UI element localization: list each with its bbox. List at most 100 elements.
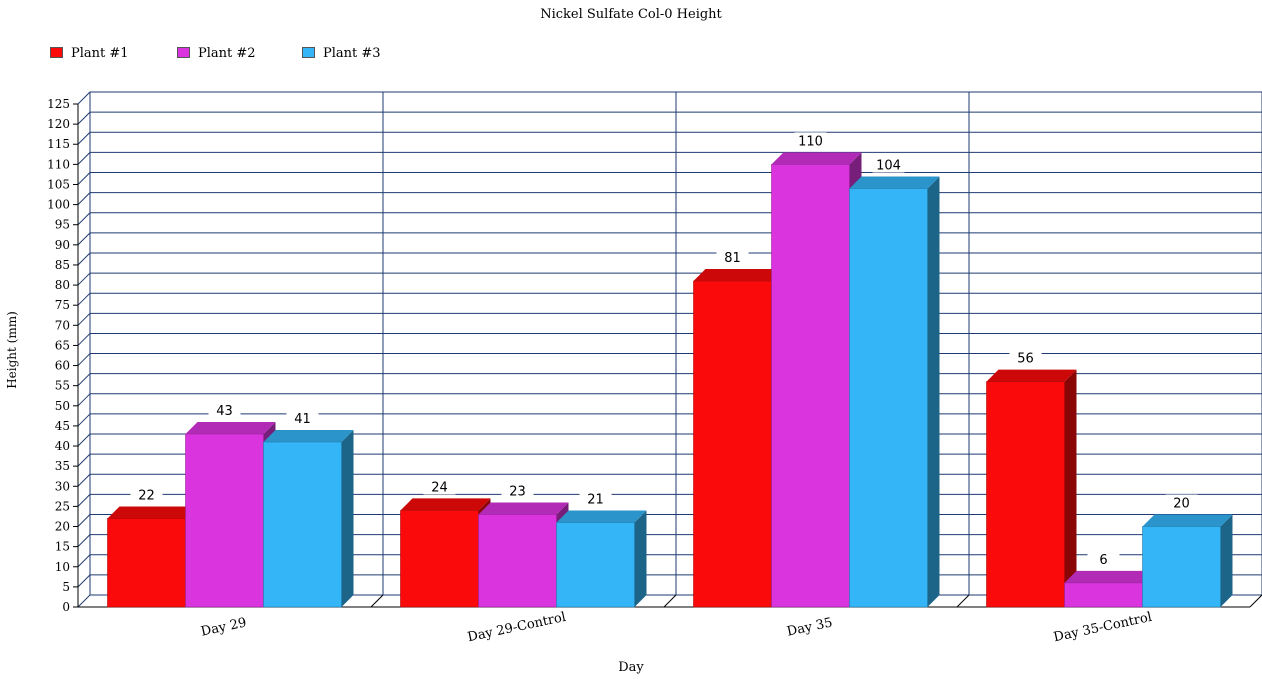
- side-wall-gridline: [77, 292, 91, 306]
- bar: [1064, 582, 1143, 608]
- bar-top: [263, 430, 354, 443]
- data-label-bg: [872, 156, 905, 173]
- y-tick-label: 5: [62, 580, 70, 594]
- y-tick-label: 60: [55, 359, 70, 373]
- data-label: 56: [1017, 352, 1034, 367]
- y-tick-label: 30: [55, 479, 70, 493]
- floor-edge: [1249, 594, 1262, 608]
- category-floor-divider: [956, 594, 970, 608]
- bar-side: [1220, 514, 1233, 607]
- data-label-bg: [286, 410, 319, 427]
- bar-top: [986, 369, 1077, 382]
- side-wall-gridline: [77, 91, 91, 105]
- legend-swatch-plant-2: [177, 47, 190, 58]
- data-label: 22: [138, 488, 155, 503]
- y-tick-label: 0: [62, 600, 70, 614]
- side-wall-gridline: [77, 353, 91, 366]
- data-label-bg: [716, 249, 749, 266]
- bar-top: [1064, 570, 1155, 583]
- data-label-bg: [501, 482, 534, 499]
- bar-side: [927, 176, 940, 607]
- y-tick-label: 80: [55, 278, 70, 292]
- side-wall-gridline: [77, 312, 91, 326]
- data-label: 20: [1173, 497, 1190, 512]
- data-label: 23: [509, 484, 526, 499]
- data-label: 21: [587, 492, 604, 507]
- y-tick-label: 20: [55, 520, 70, 534]
- side-wall-gridline: [77, 111, 91, 125]
- side-wall-gridline: [77, 433, 91, 447]
- y-tick-label: 15: [55, 540, 70, 554]
- data-label-bg: [794, 132, 827, 149]
- side-wall-gridline: [77, 131, 91, 145]
- bar: [771, 164, 850, 608]
- category-floor-divider: [663, 594, 677, 608]
- side-wall-gridline: [77, 212, 91, 226]
- y-tick-label: 35: [55, 459, 70, 473]
- bar-side: [634, 510, 647, 607]
- side-wall-gridline: [77, 413, 91, 427]
- bar-top: [771, 152, 862, 165]
- bar: [107, 518, 186, 608]
- side-wall-gridline: [77, 594, 91, 608]
- y-tick-label: 70: [55, 318, 70, 332]
- x-tick-label: Day 35: [786, 615, 834, 639]
- data-label-bg: [1009, 349, 1042, 366]
- legend-item-plant-2: Plant #2: [177, 46, 256, 61]
- x-tick-label: Day 29-Control: [466, 610, 567, 645]
- side-wall-gridline: [77, 494, 91, 507]
- bar: [478, 514, 557, 608]
- bar-side: [1064, 369, 1077, 607]
- side-wall-gridline: [77, 252, 91, 266]
- y-tick-label: 10: [55, 560, 70, 574]
- bar-top: [185, 421, 276, 434]
- bar: [849, 188, 928, 608]
- legend-item-plant-1: Plant #1: [50, 46, 129, 61]
- bar: [693, 280, 772, 608]
- bar-top: [400, 498, 491, 511]
- y-tick-label: 95: [55, 218, 70, 232]
- bar-top: [107, 506, 198, 519]
- side-wall-gridline: [77, 393, 91, 407]
- x-tick-label: Day 35-Control: [1052, 610, 1153, 645]
- side-wall-gridline: [77, 453, 91, 467]
- side-wall-gridline: [77, 514, 91, 527]
- bar: [185, 433, 264, 608]
- data-label-bg: [1165, 494, 1198, 511]
- bar: [556, 522, 635, 608]
- data-label-bg: [423, 478, 456, 495]
- x-tick-label: Day 29: [200, 615, 248, 639]
- y-tick-label: 75: [55, 298, 70, 312]
- bar-top: [849, 176, 940, 189]
- side-wall-gridline: [77, 333, 91, 346]
- y-tick-label: 125: [47, 97, 70, 111]
- legend-label-plant-1: Plant #1: [71, 46, 129, 61]
- y-axis-label: Height (mm): [5, 311, 19, 389]
- bar: [986, 381, 1065, 608]
- side-wall-gridline: [77, 473, 91, 487]
- side-wall-gridline: [77, 574, 91, 588]
- data-label-bg: [1087, 550, 1120, 567]
- side-wall-gridline: [77, 554, 91, 568]
- legend-label-plant-2: Plant #2: [198, 46, 256, 61]
- y-tick-label: 115: [47, 137, 70, 151]
- data-label-bg: [130, 486, 163, 503]
- bar-top: [556, 510, 647, 523]
- y-tick-label: 90: [55, 238, 70, 252]
- bar-top: [1142, 514, 1233, 527]
- chart-title: Nickel Sulfate Col-0 Height: [540, 7, 722, 22]
- x-axis-label: Day: [618, 660, 644, 675]
- side-wall-gridline: [77, 192, 91, 205]
- side-wall-gridline: [77, 232, 91, 246]
- side-wall-gridline: [77, 373, 91, 387]
- side-wall-gridline: [77, 272, 91, 286]
- side-wall-gridline: [77, 534, 91, 547]
- y-tick-label: 120: [47, 117, 70, 131]
- data-label: 81: [724, 251, 741, 266]
- bar-top: [693, 269, 784, 282]
- side-wall-gridline: [77, 152, 91, 165]
- y-tick-label: 25: [55, 499, 70, 513]
- y-tick-label: 65: [55, 338, 70, 352]
- y-tick-label: 45: [55, 419, 70, 433]
- side-wall-gridline: [77, 172, 91, 185]
